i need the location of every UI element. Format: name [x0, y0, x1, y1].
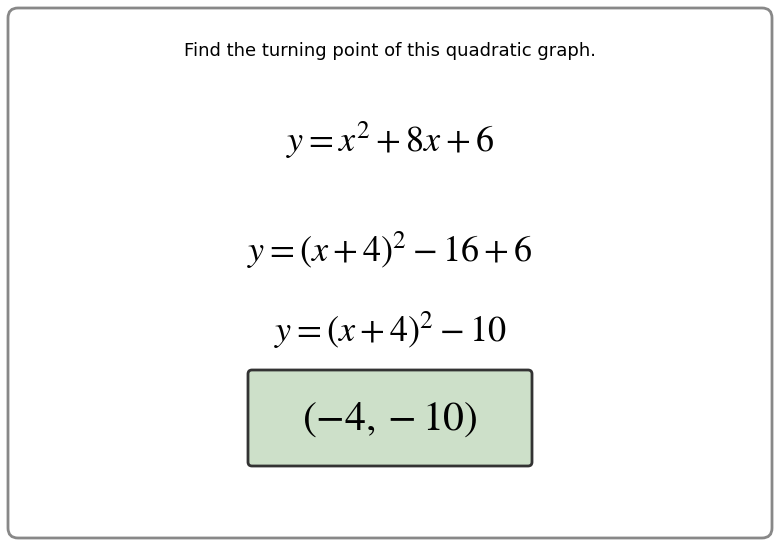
- FancyBboxPatch shape: [8, 8, 772, 538]
- Text: Find the turning point of this quadratic graph.: Find the turning point of this quadratic…: [184, 42, 596, 60]
- Text: $y = (x + 4)^2 - 10$: $y = (x + 4)^2 - 10$: [274, 309, 506, 350]
- Text: $y = (x + 4)^2 - 16 + 6$: $y = (x + 4)^2 - 16 + 6$: [247, 230, 533, 271]
- Text: $(-4, -10)$: $(-4, -10)$: [302, 397, 478, 439]
- Text: $y = x^2 + 8x + 6$: $y = x^2 + 8x + 6$: [286, 119, 494, 160]
- FancyBboxPatch shape: [248, 370, 532, 466]
